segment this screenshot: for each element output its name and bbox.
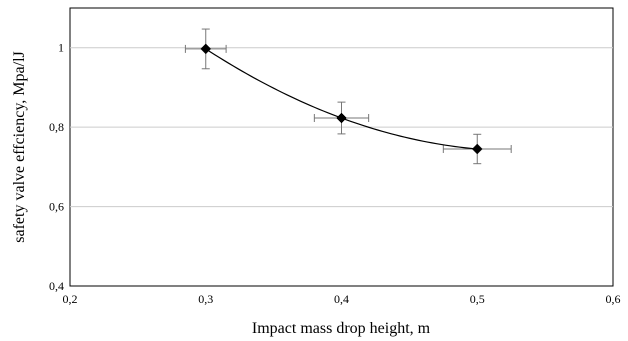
y-tick-label: 0,6 bbox=[49, 200, 64, 214]
x-tick-label: 0,6 bbox=[606, 292, 621, 306]
data-point-marker bbox=[471, 143, 483, 155]
x-tick-labels: 0,2 0,3 0,4 0,5 0,6 bbox=[63, 292, 621, 306]
y-tick-labels: 0,4 0,6 0,8 1 bbox=[49, 41, 64, 293]
y-axis-title: safety valve effciency, Mpa/lJ bbox=[11, 51, 28, 242]
x-tick-label: 0,3 bbox=[198, 292, 213, 306]
x-tick-label: 0,5 bbox=[470, 292, 485, 306]
data-points bbox=[200, 43, 483, 155]
plot-area bbox=[69, 7, 614, 287]
data-point-marker bbox=[200, 43, 212, 55]
x-tick-label: 0,2 bbox=[63, 292, 78, 306]
y-tick-label: 0,4 bbox=[49, 279, 64, 293]
x-axis-title: Impact mass drop height, m bbox=[252, 320, 431, 337]
x-tick-label: 0,4 bbox=[334, 292, 349, 306]
y-tick-label: 1 bbox=[58, 41, 64, 55]
data-point-marker bbox=[336, 112, 347, 124]
y-tick-label: 0,8 bbox=[49, 120, 64, 134]
